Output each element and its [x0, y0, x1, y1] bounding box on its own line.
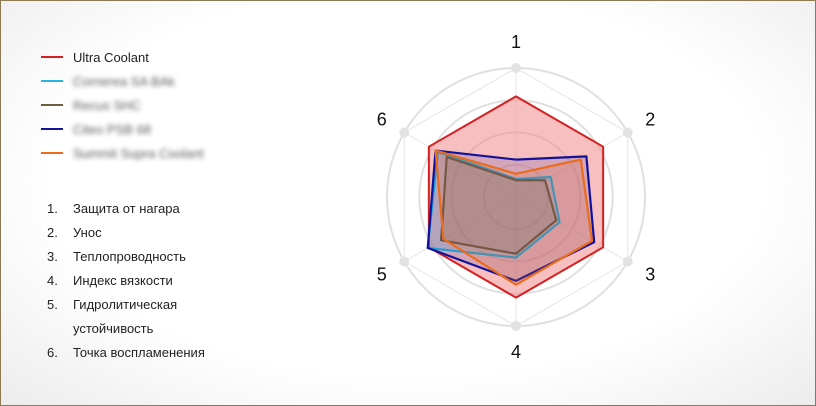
legend-label: Citeo PSB 68 — [73, 121, 152, 137]
legend-label: Summit Supra Coolant — [73, 145, 204, 161]
axis-end-dot — [511, 63, 521, 73]
legend-item[interactable]: Recus SHC — [41, 93, 204, 117]
axis-label: 1 — [511, 32, 521, 52]
axis-description-number: 2. — [47, 225, 58, 240]
legend-label: Recus SHC — [73, 97, 141, 113]
axis-description-text: Гидролитическая устойчивость — [73, 297, 178, 336]
axis-description-number: 4. — [47, 273, 58, 288]
axis-label: 6 — [377, 110, 387, 130]
legend-item[interactable]: Citeo PSB 68 — [41, 117, 204, 141]
axis-description-item: 1. Защита от нагара — [47, 197, 223, 221]
axis-end-dot — [399, 127, 410, 138]
series-polygon — [440, 155, 558, 255]
axis-end-dot — [622, 127, 633, 138]
legend: Ultra Coolant Cornerea SA BAk Recus SHC Cit… — [41, 45, 204, 165]
legend-label: Ultra Coolant — [73, 49, 149, 65]
axis-description-item: 5. Гидролитическая устойчивость — [47, 293, 223, 341]
legend-swatch — [41, 104, 63, 106]
axis-label: 3 — [645, 265, 655, 285]
legend-swatch — [41, 152, 63, 154]
axis-description-number: 1. — [47, 201, 58, 216]
axis-description-number: 3. — [47, 249, 58, 264]
legend-item[interactable]: Cornerea SA BAk — [41, 69, 204, 93]
legend-swatch — [41, 56, 63, 58]
axis-description-item: 2. Унос — [47, 221, 223, 245]
axis-description-item: 4. Индекс вязкости — [47, 269, 223, 293]
axis-end-dot — [622, 256, 633, 267]
axis-label: 5 — [377, 265, 387, 285]
axis-label: 2 — [645, 110, 655, 130]
axis-description-number: 5. — [47, 297, 58, 312]
legend-swatch — [41, 80, 63, 82]
legend-swatch — [41, 128, 63, 130]
series-polygon — [434, 149, 594, 286]
axis-description-text: Индекс вязкости — [73, 273, 173, 288]
series-polygon — [427, 95, 605, 299]
axis-label: 4 — [511, 342, 521, 362]
axis-description-item: 3. Теплопроводность — [47, 245, 223, 269]
axis-description-list: 1. Защита от нагара 2. Унос 3. Теплопроводнос… — [47, 197, 223, 365]
axis-description-text: Защита от нагара — [73, 201, 180, 216]
axis-description-text: Унос — [73, 225, 102, 240]
legend-item[interactable]: Summit Supra Coolant — [41, 141, 204, 165]
legend-label: Cornerea SA BAk — [73, 73, 175, 89]
axis-description-number: 6. — [47, 345, 58, 360]
axis-end-dot — [511, 321, 521, 331]
axis-description-item: 6. Точка воспламенения — [47, 341, 223, 365]
legend-item[interactable]: Ultra Coolant — [41, 45, 204, 69]
axis-description-text: Точка воспламенения — [73, 345, 205, 360]
axis-description-text: Теплопроводность — [73, 249, 186, 264]
axis-end-dot — [399, 256, 410, 267]
